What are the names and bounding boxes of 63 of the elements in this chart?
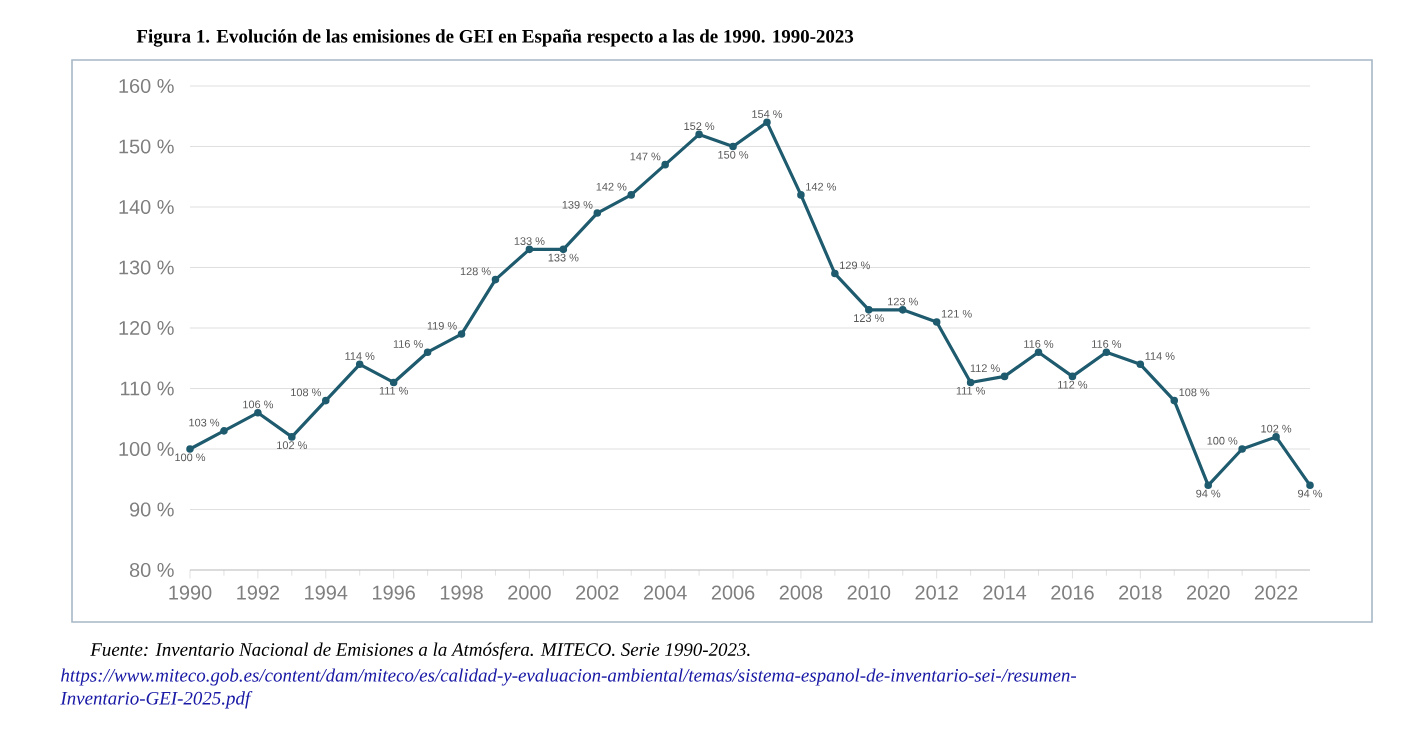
point: [1102, 348, 1111, 356]
point: [695, 130, 703, 139]
text: Fuente: Inventario Nacional de Emisiones a la Atmósfera. MITECO. Serie 1990-2023.: [90, 642, 750, 660]
point: [831, 269, 839, 278]
x-tick-label: 2010: [847, 585, 891, 600]
chart-title: Figura 1. Evolución de las emisiones de GEI en España respecto a las de 1990. 1990-2023: [136, 29, 854, 47]
point: [457, 330, 466, 338]
point: [525, 245, 534, 254]
point: [627, 191, 636, 199]
point: [763, 118, 771, 127]
point: [1204, 481, 1212, 490]
x-tick-label: 2002: [576, 585, 619, 600]
point: [1238, 445, 1246, 453]
point: [932, 318, 941, 326]
y-tick-label: 100 %: [119, 441, 174, 457]
y-tick-label: 140 %: [119, 199, 174, 215]
point: [966, 378, 975, 387]
y-tick-label: 120 %: [119, 320, 174, 336]
point: [186, 445, 194, 453]
x-tick-label: 2008: [779, 585, 823, 600]
point: [1272, 433, 1280, 441]
x-tick-label: 1998: [440, 585, 483, 600]
point: [288, 433, 296, 441]
x-tick-label: 2022: [1254, 585, 1298, 600]
y-tick-label: 110 %: [120, 381, 174, 396]
x-tick-label: 1990: [169, 585, 212, 600]
x-tick-label: 2014: [983, 585, 1027, 600]
point: [389, 378, 398, 387]
point: [1068, 372, 1077, 381]
x-tick-label: 1994: [305, 585, 348, 600]
y-tick-label: 150 %: [119, 139, 174, 154]
x-tick-label: 2004: [644, 585, 687, 600]
point: [1000, 372, 1009, 381]
y-tick-label: 80 %: [129, 562, 174, 578]
y-tick-label: 90 %: [129, 502, 174, 517]
point: [1034, 348, 1043, 356]
x-tick-label: 2020: [1187, 585, 1230, 600]
x-tick-label: 2012: [915, 585, 958, 600]
point: [1306, 481, 1314, 490]
point: [254, 408, 262, 417]
point: [1170, 396, 1179, 405]
x-tick-label: 1992: [237, 585, 280, 600]
point: [1136, 360, 1145, 369]
y-tick-label: 160 %: [119, 78, 174, 94]
point: [491, 275, 500, 284]
point: [797, 191, 805, 199]
point: [220, 427, 228, 435]
point: [661, 160, 669, 169]
y-tick-label: 130 %: [119, 260, 174, 275]
point: [321, 396, 330, 405]
x-tick-label: 2006: [711, 585, 755, 600]
point: [729, 142, 737, 151]
x-tick-label: 2016: [1051, 585, 1094, 600]
point: [423, 348, 432, 356]
point: [559, 245, 568, 254]
x-tick-label: 1996: [373, 585, 415, 600]
text: https://www.miteco.gob.es/content/dam/miteco/es/calidad-y-evaluacion-ambiental/temas/sistema-espanol-de-inventario-sei-/resumen-Inventario-GEI-2025.pdf: [60, 668, 1077, 709]
x-tick-label: 2018: [1119, 585, 1162, 600]
x-tick-label: 2000: [508, 585, 551, 600]
point: [865, 306, 873, 314]
point: [355, 360, 364, 369]
point: [593, 209, 602, 217]
point: [898, 306, 907, 314]
